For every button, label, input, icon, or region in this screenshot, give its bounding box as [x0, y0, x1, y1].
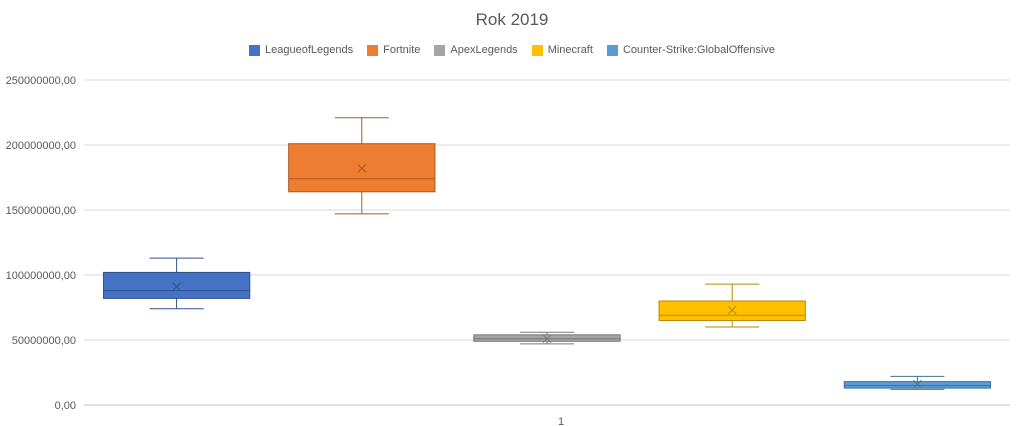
legend-item: ApexLegends: [434, 44, 518, 56]
legend-label: Minecraft: [547, 44, 593, 56]
legend-swatch: [606, 44, 618, 56]
box-counter-strike-globaloffensive: [843, 375, 992, 390]
mean-marker: [727, 305, 737, 315]
y-tick-label: 250000000,00: [6, 75, 76, 87]
chart-title: Rok 2019: [475, 10, 549, 29]
legend-label: Counter-Strike:GlobalOffensive: [622, 44, 775, 56]
box-fortnite: [288, 117, 436, 215]
mean-marker: [542, 334, 552, 344]
mean-marker: [357, 164, 367, 173]
box-iqr: [102, 271, 251, 299]
legend-item: Fortnite: [367, 44, 420, 56]
legend-label: ApexLegends: [450, 44, 518, 56]
box-leagueoflegends: [102, 257, 251, 310]
box-apexlegends: [473, 331, 621, 345]
legend-label: Fortnite: [383, 44, 421, 56]
legend-swatch: [531, 44, 543, 56]
y-tick-label: 100000000,00: [6, 270, 76, 282]
box-minecraft: [658, 283, 806, 328]
legend-swatch: [434, 44, 446, 56]
x-tick-label: 1: [558, 416, 564, 426]
y-tick-label: 150000000,00: [6, 205, 76, 217]
legend-item: Counter-Strike:GlobalOffensive: [606, 44, 775, 56]
legend: LeagueofLegends Fortnite ApexLegends Minecr…: [0, 44, 1024, 56]
y-tick-label: 200000000,00: [6, 140, 76, 152]
y-tick-label: 50000000,00: [12, 335, 76, 347]
y-tick-label: 0,00: [55, 400, 76, 412]
legend-swatch: [249, 44, 261, 56]
mean-marker: [172, 282, 181, 292]
legend-label: LeagueofLegends: [265, 44, 354, 56]
legend-swatch: [367, 44, 379, 56]
mean-marker: [913, 379, 922, 389]
legend-item: Minecraft: [531, 44, 593, 56]
legend-item: LeagueofLegends: [249, 44, 353, 56]
